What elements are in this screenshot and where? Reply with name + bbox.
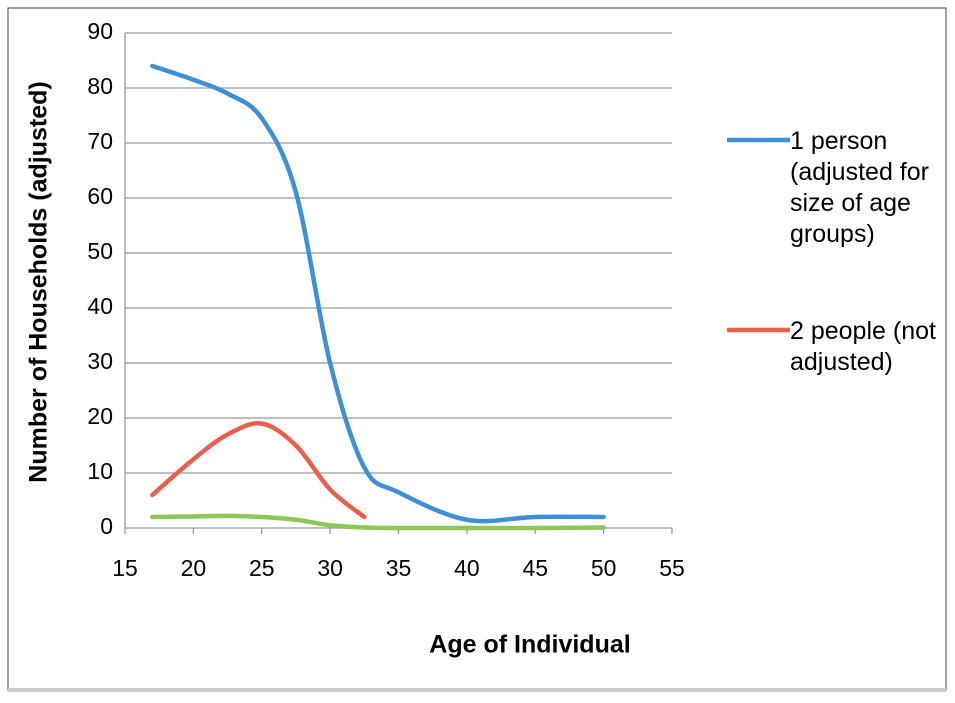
- x-tick-label: 15: [112, 555, 138, 581]
- y-tick-label: 70: [87, 128, 113, 154]
- x-tick-label: 45: [522, 555, 548, 581]
- y-tick-label: 10: [87, 458, 113, 484]
- series-line: [150, 420, 367, 520]
- y-tick-label: 80: [87, 73, 113, 99]
- x-axis-title: Age of Individual: [429, 631, 630, 659]
- series-line: [150, 63, 606, 524]
- x-tick-label: 40: [454, 555, 480, 581]
- x-tick-label: 25: [249, 555, 275, 581]
- y-axis-title: Number of Households (adjusted): [25, 81, 53, 482]
- series-line: [150, 513, 606, 531]
- y-tick-label: 0: [100, 513, 113, 539]
- y-tick-label: 30: [87, 348, 113, 374]
- x-tick-label: 30: [317, 555, 343, 581]
- legend-label: 2 people (not adjusted): [790, 317, 936, 376]
- y-tick-label: 40: [87, 293, 113, 319]
- y-tick-label: 50: [87, 238, 113, 264]
- x-tick-label: 20: [181, 555, 207, 581]
- y-tick-label: 60: [87, 183, 113, 209]
- y-tick-label: 90: [87, 18, 113, 44]
- x-tick-label: 35: [386, 555, 412, 581]
- legend-label: 1 person (adjusted for size of age group…: [790, 127, 929, 248]
- x-tick-label: 50: [591, 555, 617, 581]
- y-tick-label: 20: [87, 403, 113, 429]
- x-tick-label: 55: [659, 555, 685, 581]
